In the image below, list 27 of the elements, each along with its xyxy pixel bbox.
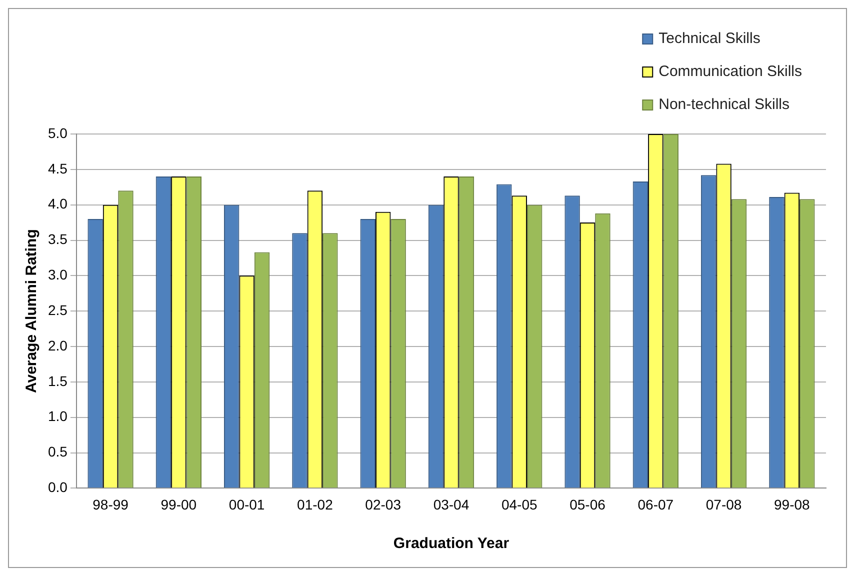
legend-label: Communication Skills xyxy=(658,63,802,80)
y-tick-label: 0.5 xyxy=(48,444,68,460)
x-tick-label: 01-02 xyxy=(297,496,334,512)
x-tick-label: 06-07 xyxy=(638,496,674,512)
x-tick-label: 98-99 xyxy=(92,496,129,512)
y-axis-title: Average Alumni Rating xyxy=(23,229,40,394)
y-tick-label: 1.0 xyxy=(48,408,68,424)
y-tick-label: 2.5 xyxy=(48,302,68,318)
legend-label: Non-technical Skills xyxy=(658,96,790,114)
y-tick-label: 2.0 xyxy=(48,337,68,354)
y-tick-label: 3.5 xyxy=(48,231,68,248)
legend-label: Technical Skills xyxy=(658,30,760,48)
y-tick-label: 4.0 xyxy=(48,196,68,212)
x-tick-label: 00-01 xyxy=(228,496,265,512)
y-tick-label: 0.0 xyxy=(48,479,68,496)
x-tick-label: 04-05 xyxy=(501,496,538,512)
x-tick-label: 99-00 xyxy=(160,496,197,512)
x-tick-label: 03-04 xyxy=(433,496,470,512)
x-tick-label: 99-08 xyxy=(774,496,810,512)
y-tick-label: 1.5 xyxy=(48,372,68,389)
x-tick-label: 02-03 xyxy=(365,496,402,512)
x-tick-label: 07-08 xyxy=(706,496,742,512)
y-tick-label: 4.5 xyxy=(48,160,68,176)
y-tick-label: 5.0 xyxy=(48,124,68,141)
x-tick-label: 05-06 xyxy=(570,496,606,512)
x-axis-title: Graduation Year xyxy=(393,535,510,552)
y-tick-label: 3.0 xyxy=(48,266,68,283)
